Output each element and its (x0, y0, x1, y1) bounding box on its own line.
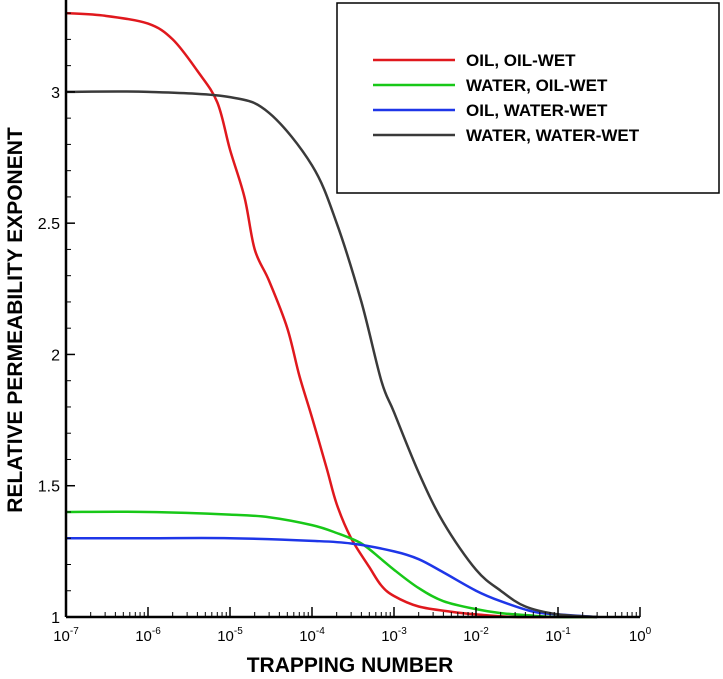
x-tick-base: 10 (135, 628, 152, 645)
x-tick-label: 10-5 (217, 626, 243, 645)
x-tick-base: 10 (299, 628, 316, 645)
y-tick-label: 3 (51, 85, 60, 102)
x-tick-exponent: -1 (562, 626, 571, 637)
x-tick-base: 10 (545, 628, 562, 645)
y-tick-label: 1.5 (38, 479, 60, 496)
y-axis-title: RELATIVE PERMEABILITY EXPONENT (4, 127, 27, 513)
legend: OIL, OIL-WET WATER, OIL-WET OIL, WATER-WET… (336, 2, 720, 194)
x-axis-title: TRAPPING NUMBER (247, 654, 454, 677)
axes-layer (64, 0, 640, 619)
x-tick-label: 10-2 (463, 626, 489, 645)
x-tick-base: 10 (629, 628, 646, 645)
series-layer (65, 11, 598, 619)
x-tick-base: 10 (463, 628, 480, 645)
x-tick-label: 10-7 (53, 626, 79, 645)
x-tick-exponent: -3 (398, 626, 407, 637)
legend-box (336, 2, 720, 194)
x-tick-label: 10-4 (299, 626, 325, 645)
x-tick-exponent: -4 (316, 626, 325, 637)
x-tick-label: 10-6 (135, 626, 161, 645)
legend-label-water-oil-wet: WATER, OIL-WET (466, 76, 608, 95)
legend-label-water-water-wet: WATER, WATER-WET (466, 126, 640, 145)
x-tick-label: 100 (629, 626, 652, 645)
x-tick-exponent: 0 (646, 626, 652, 637)
y-tick-label: 1 (51, 610, 60, 627)
series-line-water-oil-wet (65, 510, 598, 619)
x-tick-exponent: -5 (234, 626, 243, 637)
y-tick-label: 2.5 (38, 216, 60, 233)
x-tick-exponent: -6 (152, 626, 161, 637)
x-tick-exponent: -2 (480, 626, 489, 637)
y-tick-label: 2 (51, 347, 60, 364)
x-tick-base: 10 (53, 628, 70, 645)
series-line-water-water-wet (65, 90, 598, 619)
x-tick-exponent: -7 (70, 626, 79, 637)
x-tick-base: 10 (381, 628, 398, 645)
legend-label-oil-oil-wet: OIL, OIL-WET (466, 51, 576, 70)
series-line-oil-oil-wet (65, 11, 598, 619)
x-tick-label: 10-1 (545, 626, 571, 645)
x-tick-label: 10-3 (381, 626, 407, 645)
x-tick-base: 10 (217, 628, 234, 645)
legend-label-oil-water-wet: OIL, WATER-WET (466, 101, 608, 120)
series-line-oil-water-wet (66, 536, 598, 619)
